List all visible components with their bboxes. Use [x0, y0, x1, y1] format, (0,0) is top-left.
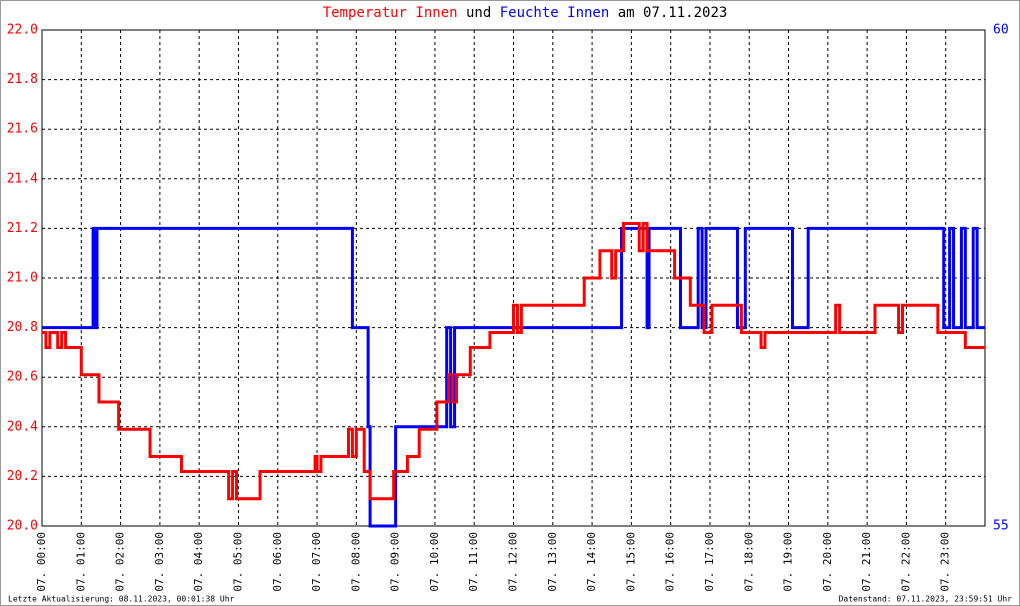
x-tick-label: 07. 15:00 — [624, 532, 637, 592]
y-tick-label: 22.0 — [7, 23, 38, 38]
x-tick-label: 07. 19:00 — [782, 532, 795, 592]
footer-right: Datenstand: 07.11.2023, 23:59:51 Uhr — [839, 595, 1013, 604]
y-tick-label: 20.0 — [7, 519, 38, 534]
x-tick-label: 07. 09:00 — [389, 532, 402, 592]
x-tick-label: 07. 06:00 — [271, 532, 284, 592]
chart-title: Temperatur Innen und Feuchte Innen am 07… — [323, 5, 728, 21]
x-tick-label: 07. 02:00 — [114, 532, 127, 592]
x-tick-label: 07. 22:00 — [899, 532, 912, 592]
x-tick-label: 07. 11:00 — [467, 532, 480, 592]
x-tick-label: 07. 01:00 — [74, 532, 87, 592]
x-tick-label: 07. 13:00 — [546, 532, 559, 592]
y-tick-label: 20.4 — [7, 419, 38, 434]
y-tick-label: 21.8 — [7, 72, 38, 87]
y-tick-label: 21.6 — [7, 122, 38, 137]
y-tick-label: 21.0 — [7, 271, 38, 286]
footer-left: Letzte Aktualisierung: 08.11.2023, 00:01… — [8, 595, 235, 604]
x-tick-label: 07. 08:00 — [349, 532, 362, 592]
y-tick-label: 20.8 — [7, 320, 38, 335]
series-line — [42, 226, 985, 528]
x-tick-label: 07. 03:00 — [153, 532, 166, 592]
y-tick-label: 20.2 — [7, 469, 38, 484]
y-tick-label: 21.4 — [7, 171, 38, 186]
series-line — [42, 221, 985, 501]
x-tick-label: 07. 18:00 — [742, 532, 755, 592]
title-part: Feuchte Innen — [500, 5, 610, 21]
x-tick-label: 07. 16:00 — [664, 532, 677, 592]
x-tick-label: 07. 12:00 — [507, 532, 520, 592]
title-part: und — [466, 5, 491, 21]
y-tick-label: 21.2 — [7, 221, 38, 236]
x-tick-label: 07. 05:00 — [231, 532, 244, 592]
x-tick-label: 07. 10:00 — [428, 532, 441, 592]
x-tick-label: 07. 07:00 — [310, 532, 323, 592]
x-tick-label: 07. 23:00 — [939, 532, 952, 592]
title-part: am 07.11.2023 — [618, 5, 728, 21]
plot-area — [41, 29, 986, 527]
x-tick-label: 07. 21:00 — [860, 532, 873, 592]
y-tick-label: 20.6 — [7, 370, 38, 385]
x-tick-label: 07. 04:00 — [192, 532, 205, 592]
x-tick-label: 07. 00:00 — [35, 532, 48, 592]
x-tick-label: 07. 17:00 — [703, 532, 716, 592]
y2-tick-label: 60 — [993, 23, 1009, 38]
x-tick-label: 07. 20:00 — [821, 532, 834, 592]
title-part: Temperatur Innen — [323, 5, 458, 21]
x-tick-label: 07. 14:00 — [585, 532, 598, 592]
y2-tick-label: 55 — [993, 519, 1009, 534]
